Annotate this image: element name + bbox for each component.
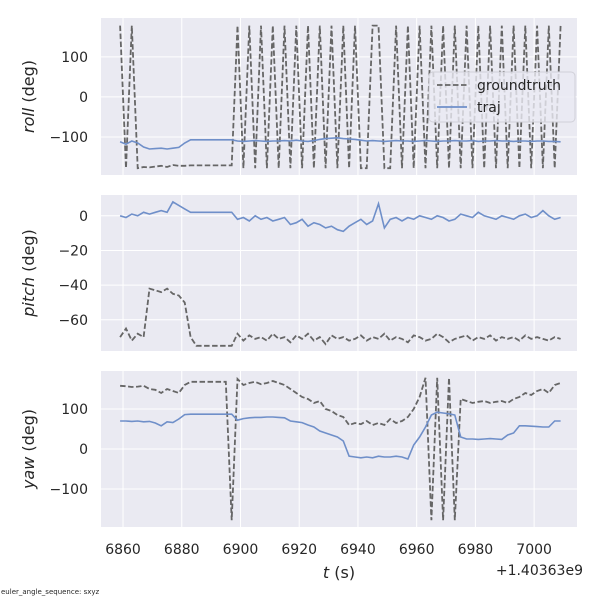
axes-background [101,195,577,351]
series-line-traj [119,200,561,233]
x-tick-label: 6880 [164,542,200,558]
y-tick-label: −100 [50,482,88,498]
series-line-traj [120,411,561,460]
y-axis-label-var: yaw [19,456,38,490]
y-axis-label-unit: (deg) [19,409,38,457]
legend: groundtruth traj [428,71,576,123]
y-axis-label-var: pitch [19,277,38,318]
x-tick-label: 6940 [340,542,376,558]
y-tick-label: 100 [61,402,88,418]
series-line-groundtruth [119,24,562,170]
y-tick-label: −60 [58,313,88,329]
y-tick-label: −40 [58,278,88,294]
y-axis-label: roll (deg) [19,60,38,133]
x-axis-label: t (s) [323,563,355,582]
x-tick-label: 6860 [105,542,141,558]
series-line-traj [119,136,561,150]
x-tick-label: 6900 [223,542,259,558]
x-tick-label: 6960 [399,542,435,558]
x-tick-label: 7000 [516,542,552,558]
y-axis-label-unit: (deg) [19,60,38,108]
x-tick-label: 6920 [281,542,317,558]
y-axis-label: pitch (deg) [19,229,38,318]
x-offset-label: +1.40363e9 [496,563,583,579]
subplot-yaw: −100 0 100 yaw (deg) 6860 6880 6900 6920 6940 696… [19,371,583,582]
series-line-groundtruth [120,376,561,521]
y-tick-label: −20 [58,243,88,259]
y-tick-label: 100 [61,50,88,66]
series-line-groundtruth [119,287,561,347]
y-axis-label: yaw (deg) [19,409,38,490]
subplot-pitch: −60 −40 −20 0 pitch (deg) [19,195,577,351]
legend-label-groundtruth: groundtruth [477,78,561,94]
y-axis-label-var: roll [19,107,38,133]
footnote: euler_angle_sequence: sxyz [1,588,100,596]
subplot-roll: −100 0 100 roll (deg) groundtruth traj [19,18,577,175]
y-tick-label: −100 [50,130,88,146]
x-axis-label-var: t [323,563,330,582]
legend-label-traj: traj [477,100,501,116]
y-tick-label: 0 [79,209,88,225]
y-tick-label: 0 [79,90,88,106]
x-tick-label: 6980 [458,542,494,558]
y-axis-label-unit: (deg) [19,229,38,277]
y-tick-label: 0 [79,442,88,458]
x-axis-label-unit: (s) [329,563,355,582]
